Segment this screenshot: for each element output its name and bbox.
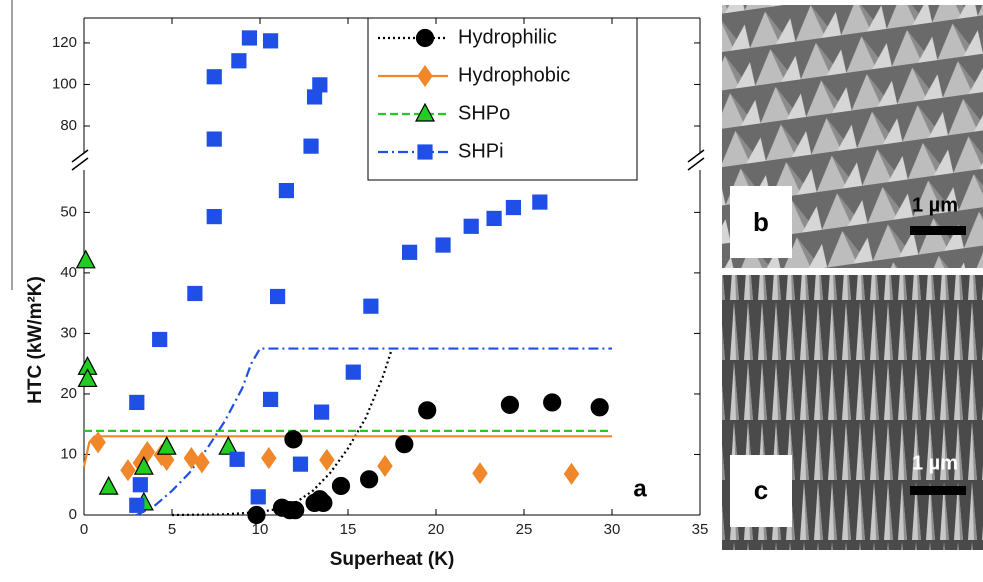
data-point: [129, 394, 145, 411]
image-label: b: [753, 207, 769, 237]
data-point: [194, 451, 210, 474]
x-tick-label: 35: [692, 521, 709, 538]
data-point: [132, 477, 148, 493]
data-point: [206, 209, 222, 225]
data-point: [206, 131, 222, 147]
y-tick-label: 80: [60, 117, 77, 134]
x-tick-label: 15: [340, 521, 357, 538]
data-point: [284, 430, 303, 449]
y-tick-label: 20: [60, 385, 77, 402]
data-point: [152, 331, 168, 348]
x-tick-label: 30: [604, 521, 621, 538]
legend-label: SHPo: [458, 102, 510, 124]
legend-label: Hydrophobic: [458, 64, 570, 86]
sem-image-c: c 1 µm: [722, 275, 983, 550]
data-point: [395, 435, 414, 454]
data-point: [90, 431, 106, 454]
data-point: [363, 298, 379, 314]
legend-marker: [415, 28, 435, 48]
data-point: [98, 475, 119, 495]
data-point: [129, 497, 145, 513]
scale-bar: [910, 226, 966, 235]
data-point: [418, 401, 437, 420]
legend-marker: [417, 144, 433, 160]
data-point: [312, 77, 328, 93]
scale-label: 1 µm: [912, 452, 958, 474]
scale-label: 1 µm: [912, 194, 958, 216]
x-tick-label: 5: [168, 521, 176, 538]
y-tick-label: 100: [52, 75, 77, 92]
x-tick-label: 0: [80, 521, 88, 538]
y-tick-label: 0: [69, 506, 77, 523]
data-point: [402, 244, 418, 260]
data-point: [77, 368, 98, 388]
data-point: [247, 505, 266, 525]
data-point: [360, 470, 379, 489]
data-point: [463, 218, 479, 234]
y-axis-label: HTC (kW/m²K): [25, 276, 46, 404]
data-point: [158, 448, 175, 471]
data-point: [133, 455, 154, 475]
data-point: [486, 210, 502, 227]
data-point: [231, 53, 247, 69]
data-point: [156, 435, 177, 455]
data-point: [262, 391, 279, 407]
data-point: [120, 459, 136, 482]
y-tick-label: 50: [60, 203, 77, 220]
data-point: [278, 182, 294, 199]
data-point: [75, 249, 96, 269]
legend-marker: [417, 64, 433, 88]
data-point: [187, 285, 203, 302]
image-label: c: [754, 475, 768, 505]
scale-bar: [910, 486, 966, 495]
data-point: [286, 501, 305, 520]
data-point: [250, 489, 266, 505]
x-tick-label: 20: [428, 521, 445, 538]
data-point: [435, 237, 451, 253]
data-point: [590, 398, 609, 417]
legend-label: Hydrophilic: [458, 26, 557, 48]
data-point: [206, 69, 222, 85]
panel-label: a: [633, 475, 647, 502]
legend-marker: [415, 102, 435, 122]
data-point: [532, 194, 548, 210]
data-point: [319, 448, 335, 471]
data-point: [314, 404, 330, 420]
data-point: [303, 138, 319, 154]
data-point: [543, 393, 562, 412]
y-tick-label: 30: [60, 324, 77, 341]
label-box: [730, 455, 792, 527]
label-box: [730, 186, 792, 258]
data-point: [472, 462, 488, 485]
data-point: [563, 462, 580, 485]
data-point: [218, 435, 239, 455]
data-point: [292, 456, 309, 472]
data-point: [262, 33, 279, 49]
fit-line: [136, 347, 612, 516]
x-tick-label: 10: [252, 521, 269, 538]
data-point: [331, 476, 351, 496]
data-point: [345, 364, 361, 380]
data-point: [229, 451, 245, 467]
data-point: [500, 395, 520, 414]
data-point: [505, 199, 522, 216]
axis-break: [71, 149, 705, 171]
x-tick-label: 25: [516, 521, 533, 538]
sem-image-b: b 1 µm: [722, 5, 983, 268]
y-tick-label: 120: [52, 34, 77, 51]
data-point: [377, 454, 393, 478]
x-axis-label: Superheat (K): [330, 549, 455, 570]
plot-area: Superheat (K) HTC (kW/m²K) a: [25, 17, 705, 570]
data-point: [314, 493, 333, 512]
legend-label: SHPi: [458, 140, 504, 162]
data-point: [270, 288, 286, 305]
y-tick-label: 40: [60, 264, 77, 281]
fit-line: [82, 435, 612, 467]
y-tick-label: 10: [60, 445, 77, 462]
data-point: [261, 447, 277, 470]
data-point: [241, 30, 258, 46]
